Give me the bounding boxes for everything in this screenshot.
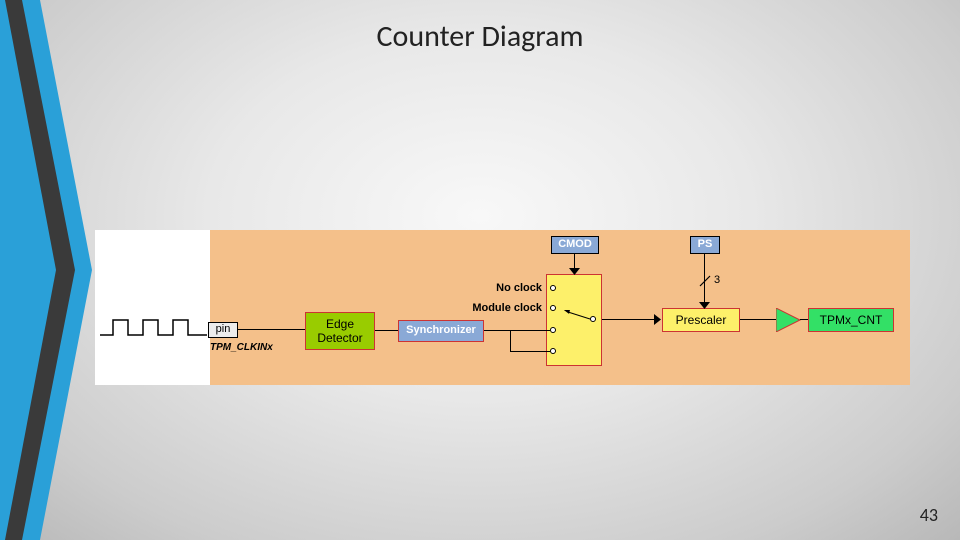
slide: Counter Diagram 43 pin TPM_CLKINx Edge D… bbox=[0, 0, 960, 540]
waveform-icon bbox=[95, 230, 210, 385]
tpmx-cnt-block: TPMx_CNT bbox=[808, 308, 894, 332]
tpmx-cnt-label: TPMx_CNT bbox=[820, 313, 883, 327]
edge-detector-label: Edge Detector bbox=[317, 317, 362, 346]
prescaler-block: Prescaler bbox=[662, 308, 740, 332]
ps-bits-label: 3 bbox=[714, 274, 720, 286]
arrow-down-icon bbox=[569, 268, 580, 276]
page-number: 43 bbox=[920, 504, 938, 526]
cmod-label: CMOD bbox=[558, 238, 592, 251]
waveform-area bbox=[95, 230, 210, 385]
synchronizer-label: Synchronizer bbox=[406, 324, 476, 337]
cmod-block: CMOD bbox=[551, 236, 599, 254]
mux-modclock-label: Module clock bbox=[468, 302, 542, 314]
mux-noclock-label: No clock bbox=[490, 282, 542, 294]
arrow-right-icon bbox=[654, 314, 662, 325]
counter-diagram: pin TPM_CLKINx Edge Detector Synchronize… bbox=[95, 230, 910, 385]
arrow-down-icon bbox=[699, 302, 710, 310]
prescaler-label: Prescaler bbox=[676, 313, 727, 327]
ps-label: PS bbox=[698, 238, 713, 251]
buffer-triangle-icon bbox=[776, 308, 802, 332]
flow-area: pin TPM_CLKINx Edge Detector Synchronize… bbox=[210, 230, 910, 385]
slide-title: Counter Diagram bbox=[0, 18, 960, 55]
mux-selector-icon bbox=[564, 310, 592, 328]
ps-block: PS bbox=[690, 236, 720, 254]
pin-block: pin bbox=[208, 322, 238, 338]
pin-label: pin bbox=[216, 323, 231, 336]
bitwidth-icon bbox=[698, 274, 712, 288]
edge-detector-block: Edge Detector bbox=[305, 312, 375, 350]
pin-sublabel: TPM_CLKINx bbox=[210, 342, 273, 353]
synchronizer-block: Synchronizer bbox=[398, 320, 484, 342]
